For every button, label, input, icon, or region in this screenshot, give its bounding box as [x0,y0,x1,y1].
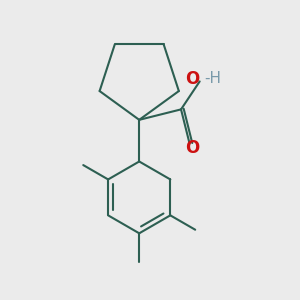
Text: O: O [184,139,199,157]
Text: -H: -H [205,71,222,86]
Text: O: O [185,70,199,88]
